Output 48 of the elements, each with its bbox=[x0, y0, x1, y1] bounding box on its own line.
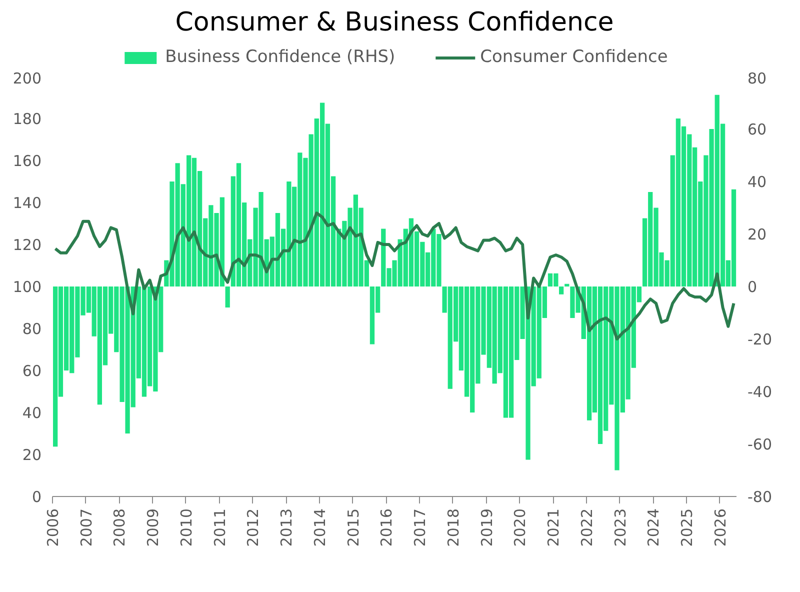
x-tick-label: 2006 bbox=[44, 508, 62, 547]
y-tick-label: 0 bbox=[32, 488, 42, 506]
x-tick-label: 2016 bbox=[378, 508, 396, 547]
y2-tick-label: -40 bbox=[748, 383, 772, 401]
y-tick-label: 120 bbox=[12, 236, 42, 254]
y2-tick-label: 40 bbox=[748, 173, 767, 191]
x-tick-label: 2008 bbox=[110, 508, 129, 547]
y-tick-label: 180 bbox=[12, 110, 42, 128]
y-tick-label: 40 bbox=[22, 404, 42, 422]
x-tick-label: 2014 bbox=[310, 508, 329, 547]
y-tick-label: 60 bbox=[22, 362, 42, 380]
y2-tick-label: 80 bbox=[748, 70, 767, 88]
x-tick-label: 2023 bbox=[611, 508, 630, 547]
bar bbox=[225, 286, 230, 308]
chart-title: Consumer & Business Confidence bbox=[175, 8, 614, 38]
y-tick-label: 80 bbox=[22, 320, 42, 338]
x-tick-label: 2018 bbox=[444, 508, 462, 547]
legend-label: Business Confidence (RHS) bbox=[165, 47, 396, 67]
y-tick-label: 140 bbox=[12, 194, 42, 212]
x-tick-label: 2012 bbox=[244, 508, 262, 547]
y2-tick-label: 60 bbox=[748, 120, 767, 138]
line-series bbox=[54, 212, 736, 340]
bar bbox=[558, 286, 564, 294]
y2-tick-label: 0 bbox=[748, 278, 758, 296]
x-tick-label: 2021 bbox=[544, 508, 563, 547]
x-tick-label: 2022 bbox=[578, 508, 596, 547]
x-tick-label: 2015 bbox=[344, 508, 362, 547]
y2-tick-label: -20 bbox=[748, 330, 772, 348]
y-tick-label: 20 bbox=[22, 446, 42, 464]
y2-tick-label: 20 bbox=[748, 226, 767, 244]
x-tick-label: 2025 bbox=[678, 508, 696, 547]
x-tick-label: 2026 bbox=[711, 508, 730, 547]
x-tick-label: 2019 bbox=[478, 508, 496, 547]
x-tick-label: 2007 bbox=[77, 508, 96, 547]
y2-tick-label: -80 bbox=[748, 488, 772, 506]
legend-label: Consumer Confidence bbox=[480, 47, 668, 67]
y2-tick-label: -60 bbox=[748, 436, 772, 454]
x-tick-label: 2024 bbox=[644, 508, 663, 547]
y-tick-label: 200 bbox=[12, 70, 42, 88]
x-tick-label: 2011 bbox=[210, 508, 229, 547]
bar bbox=[564, 284, 570, 286]
x-tick-label: 2013 bbox=[278, 508, 296, 547]
x-tick-label: 2010 bbox=[177, 508, 196, 547]
y-tick-label: 100 bbox=[12, 278, 42, 296]
x-tick-label: 2017 bbox=[411, 508, 430, 547]
y-tick-label: 160 bbox=[12, 152, 42, 170]
x-tick-label: 2020 bbox=[511, 508, 530, 547]
x-tick-label: 2009 bbox=[144, 508, 162, 547]
